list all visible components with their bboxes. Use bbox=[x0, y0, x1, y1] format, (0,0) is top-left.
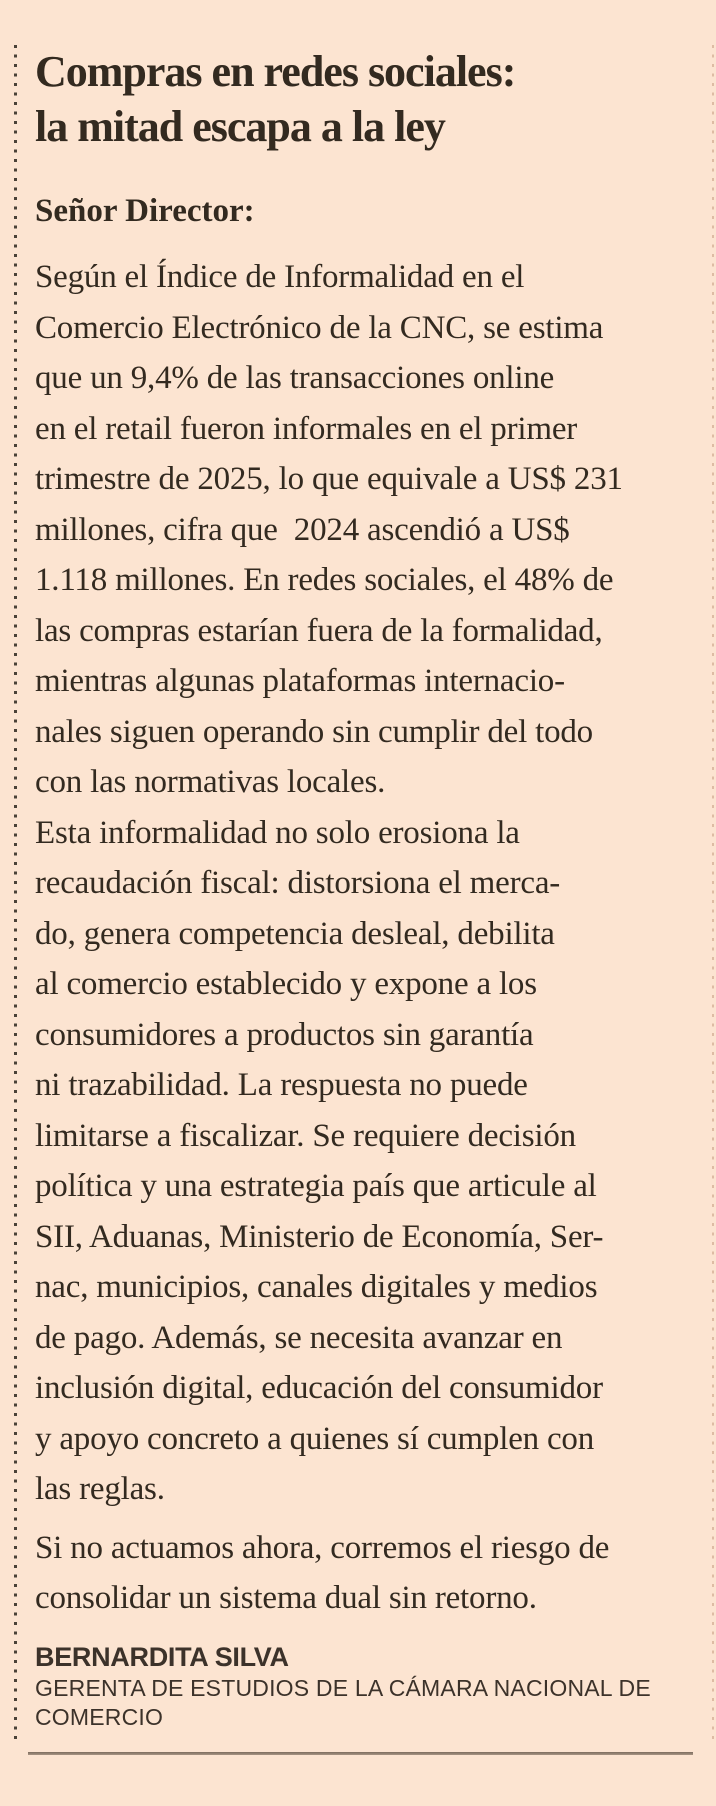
body-line: al comercio establecido y expone a los bbox=[35, 966, 537, 1002]
body-line: recaudación fiscal: distorsiona el merca… bbox=[35, 865, 561, 901]
body-line: consolidar un sistema dual sin retorno. bbox=[35, 1580, 537, 1616]
salutation: Señor Director: bbox=[35, 193, 255, 229]
author-name: BERNARDITA SILVA bbox=[35, 1641, 289, 1672]
body-line: Si no actuamos ahora, corremos el riesgo… bbox=[35, 1529, 610, 1566]
article-title: Compras en redes sociales: la mitad escap… bbox=[35, 44, 696, 154]
body-line: de pago. Además, se necesita avanzar en bbox=[35, 1319, 563, 1356]
body-line: política y una estrategia país que artic… bbox=[35, 1168, 597, 1204]
body-line: en el retail fueron informales en el pri… bbox=[35, 410, 578, 447]
body-line: las compras estarían fuera de la formali… bbox=[35, 612, 603, 649]
body-line: Esta informalidad no solo erosiona la bbox=[35, 814, 520, 851]
author-role: GERENTA DE ESTUDIOS DE LA CÁMARA NACIONA… bbox=[35, 1674, 651, 1730]
body-line: nales siguen operando sin cumplir del to… bbox=[35, 713, 593, 750]
body-line: ni trazabilidad. La respuesta no puede bbox=[35, 1067, 528, 1103]
bottom-divider bbox=[28, 1751, 693, 1755]
left-dotted-column-divider bbox=[14, 45, 17, 1740]
body-line: do, genera competencia desleal, debilita bbox=[35, 915, 555, 952]
body-line: millones, cifra que 2024 ascendió a US$ bbox=[35, 511, 570, 548]
body-line: 1.118 millones. En redes sociales, el 48… bbox=[35, 562, 614, 598]
body-line: inclusión digital, educación del consumi… bbox=[35, 1370, 603, 1406]
body-line: Según el Índice de Informalidad en el bbox=[35, 259, 525, 295]
body-line: trimestre de 2025, lo que equivale a US$… bbox=[35, 461, 623, 497]
body-line: con las normativas locales. bbox=[35, 764, 386, 800]
article-body: Según el Índice de Informalidad en el Com… bbox=[35, 252, 696, 1624]
body-line: mientras algunas plataformas internacio- bbox=[35, 663, 565, 699]
body-line: consumidores a productos sin garantía bbox=[35, 1016, 534, 1053]
body-line: Comercio Electrónico de la CNC, se estim… bbox=[35, 309, 604, 346]
article-title-line: la mitad escapa a la ley bbox=[35, 102, 446, 151]
body-line: las reglas. bbox=[35, 1471, 165, 1507]
body-line: limitarse a fiscalizar. Se requiere deci… bbox=[35, 1117, 576, 1154]
article-title-line: Compras en redes sociales: bbox=[35, 47, 516, 96]
body-line: y apoyo concreto a quienes sí cumplen co… bbox=[35, 1420, 595, 1457]
letter-content: Compras en redes sociales: la mitad escap… bbox=[28, 44, 696, 1755]
signature-block: BERNARDITA SILVA GERENTA DE ESTUDIOS DE … bbox=[35, 1640, 696, 1732]
body-line: nac, municipios, canales digitales y med… bbox=[35, 1269, 598, 1305]
body-line: que un 9,4% de las transacciones online bbox=[35, 360, 555, 396]
body-line: SII, Aduanas, Ministerio de Economía, Se… bbox=[35, 1218, 604, 1255]
right-dotted-column-divider bbox=[712, 45, 714, 1745]
